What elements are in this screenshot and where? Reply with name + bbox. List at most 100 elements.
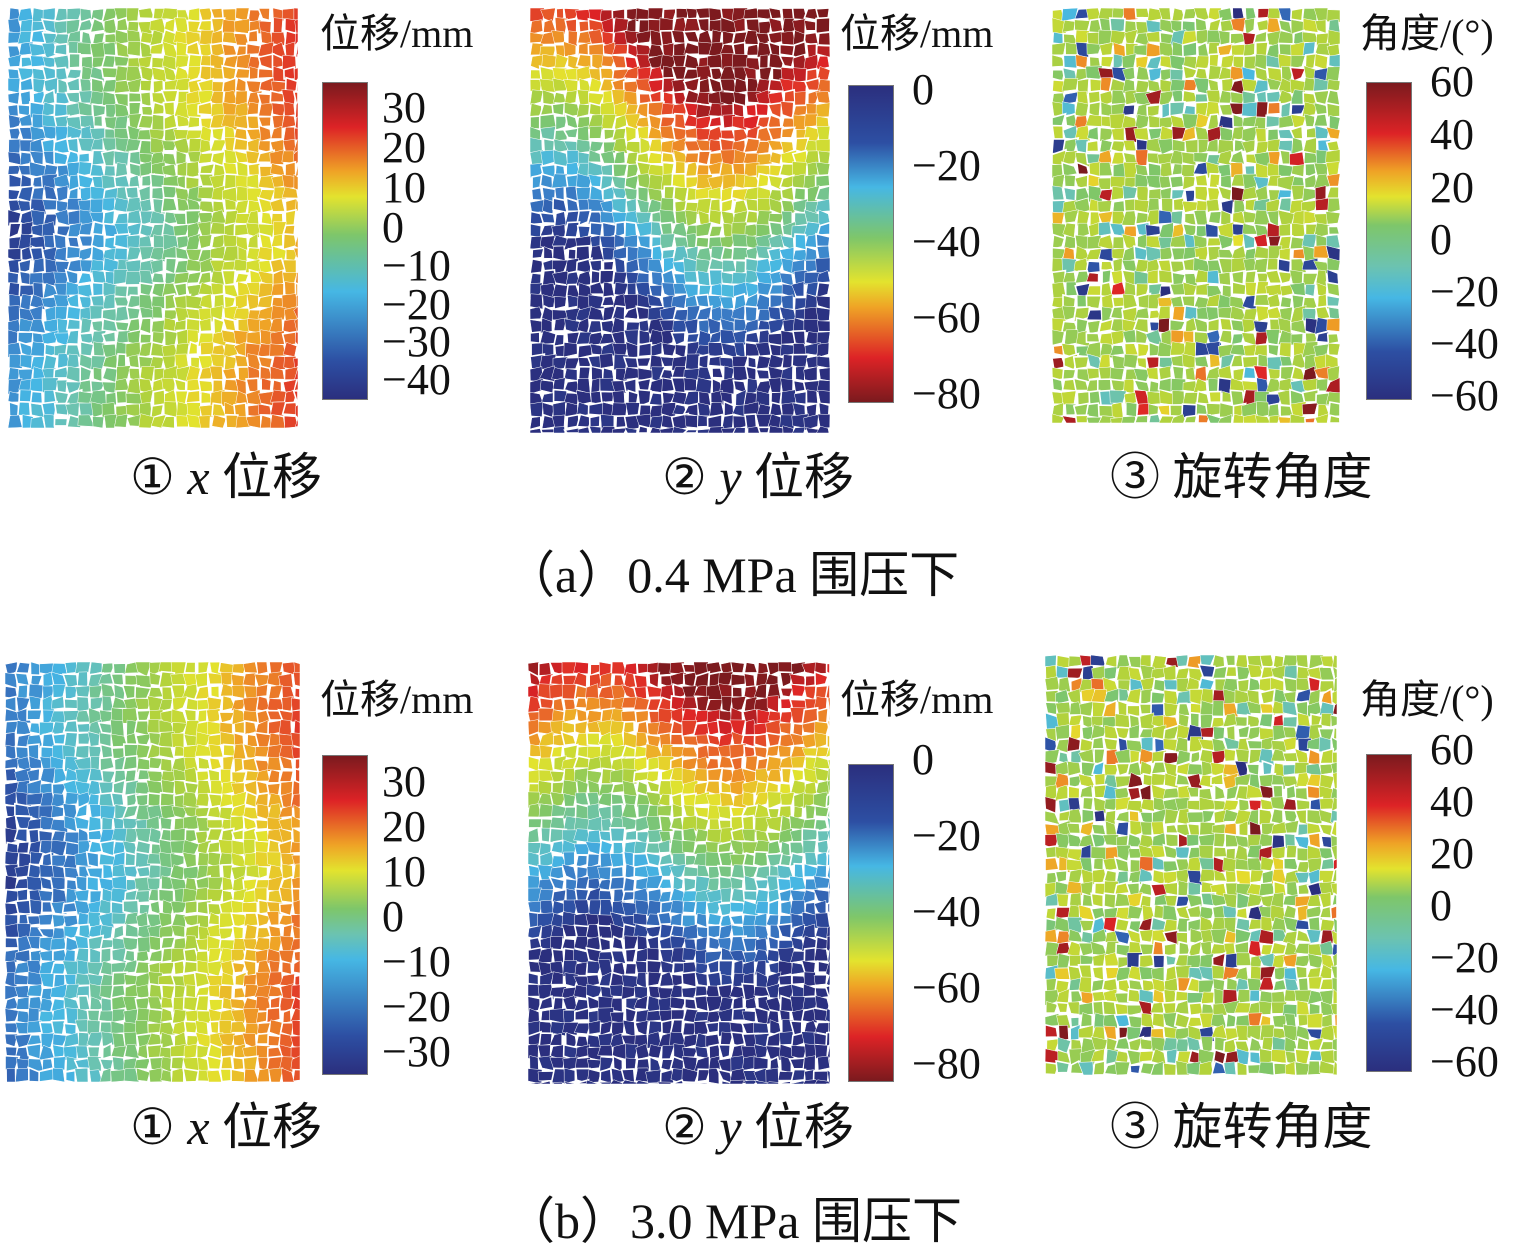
particle-cell <box>1242 233 1255 249</box>
particle-cell <box>147 1022 162 1034</box>
particle-cell <box>818 32 830 46</box>
tick-label: 30 <box>382 757 426 806</box>
particle-cell <box>88 767 103 781</box>
particle-cell <box>102 770 116 783</box>
particle-cell <box>278 950 295 964</box>
particle-cell <box>1109 367 1125 381</box>
particle-cell <box>707 342 724 358</box>
particle-cell <box>1116 655 1130 670</box>
particle-cell <box>16 842 30 854</box>
particle-cell <box>206 805 224 820</box>
particle-cell <box>65 76 81 92</box>
particle-cell <box>682 947 698 961</box>
particle-cell <box>1194 113 1209 131</box>
particle-cell <box>600 852 613 868</box>
particle-cell <box>744 673 755 687</box>
particle-cell <box>210 17 226 36</box>
particle-cell <box>719 235 737 250</box>
particle-cell <box>294 235 298 249</box>
particle-cell <box>803 946 817 963</box>
particle-cell <box>1055 655 1071 669</box>
particle-cell <box>1267 368 1283 381</box>
particle-cell <box>539 427 557 433</box>
particle-cell <box>1123 8 1139 21</box>
particle-cell <box>1241 139 1256 154</box>
particle-cell <box>114 56 130 67</box>
particle-cell <box>222 343 238 359</box>
particle-cell <box>245 377 260 394</box>
particle-cell <box>269 198 285 212</box>
particle-cell <box>637 235 651 249</box>
particle-cell <box>1137 343 1151 357</box>
particle-cell <box>1206 403 1222 416</box>
particle-cell <box>647 293 663 307</box>
particle-cell <box>1255 162 1269 179</box>
particle-cell <box>220 672 233 686</box>
particle-cell <box>79 340 95 357</box>
subplot-caption: ③ 旋转角度 <box>1110 452 1373 502</box>
particle-cell <box>742 889 758 902</box>
particle-cell <box>158 962 175 975</box>
particle-cell <box>1045 749 1060 766</box>
particle-cell <box>231 771 247 784</box>
particle-cell <box>538 696 556 710</box>
particle-cell <box>185 101 201 118</box>
particle-cell <box>585 913 600 928</box>
particle-cell <box>174 101 190 119</box>
particle-cell <box>161 140 178 151</box>
particle-cell <box>53 42 68 57</box>
particle-cell <box>5 756 20 770</box>
particle-cell <box>801 747 818 757</box>
particle-cell <box>1260 856 1275 871</box>
particle-cell <box>707 745 720 757</box>
particle-cell <box>586 731 601 747</box>
particle-cell <box>80 317 92 334</box>
particle-cell <box>16 923 31 939</box>
particle-cell <box>563 1067 576 1084</box>
particle-cell <box>825 1008 830 1023</box>
particle-cell <box>732 366 748 382</box>
particle-cell <box>1327 29 1340 46</box>
particle-cell <box>813 975 827 986</box>
particle-cell <box>1061 91 1079 105</box>
particle-cell <box>625 830 638 841</box>
particle-cell <box>75 685 91 698</box>
particle-cell <box>8 139 22 154</box>
particle-cell <box>1085 260 1102 275</box>
particle-cell <box>612 138 628 154</box>
colorbar-title: 位移/mm <box>840 11 994 56</box>
particle-cell <box>1136 66 1150 81</box>
particle-cell <box>745 342 760 357</box>
particle-cell <box>1090 846 1108 861</box>
particle-cell <box>266 911 279 926</box>
particle-cell <box>790 962 805 975</box>
colorbar-title: 位移/mm <box>320 677 474 722</box>
particle-cell <box>816 221 830 237</box>
particle-cell <box>621 803 638 819</box>
particle-cell <box>635 30 652 44</box>
particle-cell <box>293 719 300 737</box>
particle-cell <box>1144 54 1164 71</box>
particle-cell <box>695 91 712 105</box>
particle-cell <box>295 197 298 213</box>
particle-cell <box>598 269 615 286</box>
particle-cell <box>1325 149 1340 164</box>
particle-cell <box>256 927 271 940</box>
particle-cell <box>1152 808 1168 824</box>
particle-cell <box>551 709 565 723</box>
particle-cell <box>1314 125 1329 139</box>
particle-cell <box>1087 126 1099 141</box>
particle-cell <box>575 270 593 287</box>
particle-cell <box>283 126 296 142</box>
particle-cell <box>1295 787 1310 800</box>
particle-cell <box>733 128 749 143</box>
particle-cell <box>93 341 105 356</box>
particle-cell <box>1139 784 1152 802</box>
particle-cell <box>1133 307 1150 321</box>
particle-cell <box>137 710 151 723</box>
particle-cell <box>1146 103 1161 119</box>
particle-cell <box>1312 112 1329 128</box>
tick-label: 0 <box>1430 215 1452 264</box>
particle-cell <box>1066 881 1083 896</box>
particle-cell <box>1295 655 1309 668</box>
